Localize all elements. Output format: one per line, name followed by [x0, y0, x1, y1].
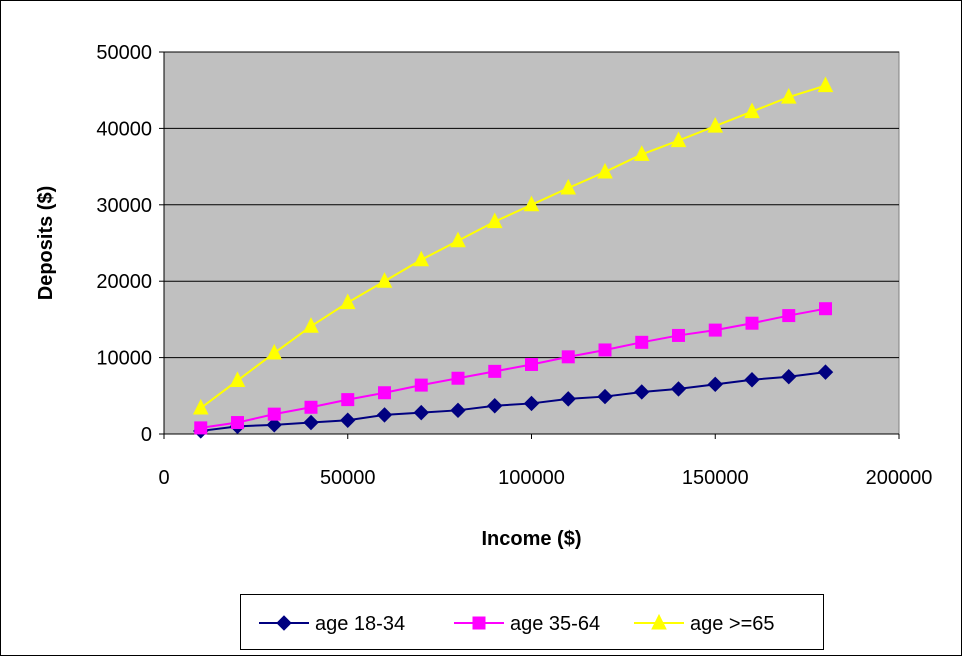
- x-tick-label: 0: [158, 467, 169, 489]
- data-point: [523, 195, 540, 212]
- data-point: [781, 368, 797, 385]
- data-point: [560, 178, 577, 195]
- data-point: [450, 402, 466, 419]
- data-point: [341, 393, 355, 407]
- legend-entries: age 18-34 age 35-64 age >=65: [259, 613, 775, 635]
- legend-label: age 18-34: [315, 613, 405, 635]
- data-point: [413, 404, 429, 421]
- data-point: [782, 309, 796, 323]
- data-point: [303, 414, 319, 431]
- x-tick-label: 150000: [682, 467, 749, 489]
- data-point: [780, 87, 797, 104]
- x-tick-label: 50000: [320, 467, 376, 489]
- legend-label: age 35-64: [510, 613, 600, 635]
- data-point: [634, 384, 650, 400]
- data-point: [304, 400, 318, 414]
- data-point: [266, 343, 283, 360]
- data-point: [633, 145, 650, 161]
- data-point: [229, 371, 246, 388]
- data-point: [817, 364, 834, 380]
- y-axis-ticks: 0 10000 20000 30000 40000 50000: [96, 42, 165, 446]
- legend-entry: age >=65: [634, 613, 775, 635]
- data-point: [303, 317, 319, 333]
- data-point: [560, 391, 576, 407]
- data-point: [708, 323, 722, 337]
- data-point: [376, 407, 393, 423]
- legend-entry: age 35-64: [454, 613, 600, 635]
- data-point: [670, 381, 687, 397]
- legend: age 18-34 age 35-64 age >=65: [240, 594, 824, 650]
- data-point: [413, 250, 430, 267]
- data-point: [378, 386, 391, 400]
- data-point: [744, 372, 760, 388]
- data-point: [523, 395, 540, 412]
- y-tick-label: 20000: [96, 271, 152, 293]
- data-point: [450, 231, 466, 248]
- legend-label: age >=65: [690, 613, 775, 635]
- data-point: [744, 102, 760, 119]
- data-point: [745, 316, 759, 330]
- data-point: [451, 371, 465, 385]
- data-point: [707, 376, 723, 393]
- data-point: [487, 398, 503, 414]
- series-group: [192, 76, 834, 439]
- y-axis-title: Deposits ($): [35, 186, 57, 300]
- series-2: [194, 302, 832, 435]
- data-point: [339, 293, 356, 310]
- data-point: [192, 398, 209, 415]
- legend-marker: [472, 616, 486, 630]
- data-point: [707, 116, 724, 133]
- data-point: [670, 131, 687, 148]
- data-point: [194, 421, 208, 435]
- data-point: [819, 302, 832, 316]
- data-point: [414, 378, 428, 392]
- data-point: [817, 76, 834, 93]
- data-point: [598, 343, 612, 357]
- data-point: [597, 388, 613, 405]
- data-point: [488, 364, 502, 378]
- data-point: [267, 407, 281, 421]
- x-tick-label: 100000: [498, 467, 565, 489]
- legend-marker: [276, 615, 292, 631]
- data-point: [597, 162, 613, 179]
- legend-marker: [651, 613, 667, 630]
- data-point: [635, 335, 649, 349]
- y-tick-label: 40000: [96, 118, 152, 140]
- x-axis-title: Income ($): [481, 528, 581, 550]
- data-point: [340, 412, 356, 428]
- data-point: [525, 357, 538, 371]
- data-point: [561, 350, 575, 364]
- data-point: [376, 272, 393, 288]
- x-tick-label: 200000: [866, 467, 933, 489]
- y-tick-label: 30000: [96, 195, 152, 217]
- legend-entry: age 18-34: [259, 613, 405, 635]
- series-3: [192, 76, 834, 415]
- x-axis-ticks: 0 50000 100000 150000 200000: [158, 433, 933, 489]
- data-point: [231, 416, 244, 430]
- data-point: [672, 328, 685, 342]
- y-tick-label: 10000: [96, 348, 152, 370]
- y-tick-label: 50000: [96, 42, 152, 64]
- y-tick-label: 0: [141, 424, 152, 446]
- data-point: [266, 417, 282, 433]
- data-point: [486, 212, 503, 229]
